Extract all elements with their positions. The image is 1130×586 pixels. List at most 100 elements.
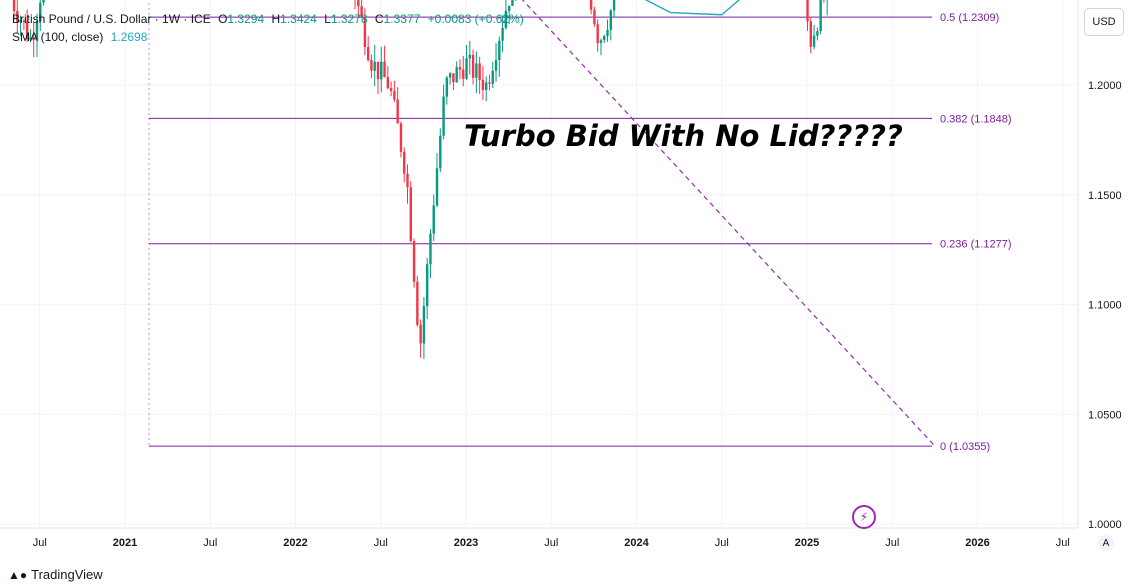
candle-body <box>366 47 370 61</box>
candle-body <box>406 173 409 188</box>
price-tick-label: 1.1500 <box>1088 190 1122 202</box>
candle-body <box>471 54 475 78</box>
candle-body <box>403 151 406 174</box>
price-tick-label: 1.0000 <box>1088 519 1122 531</box>
candle-body <box>432 205 435 234</box>
price-tick-label: 1.0500 <box>1088 409 1122 421</box>
time-tick-label: 2025 <box>795 537 819 549</box>
price-axis[interactable]: 1.40001.35001.30001.25001.20001.15001.10… <box>1077 0 1122 531</box>
candle-body <box>452 73 455 83</box>
high-label: H <box>271 12 281 26</box>
candle-body <box>357 0 360 7</box>
candle-body <box>39 2 42 22</box>
open-label: O <box>218 12 228 26</box>
candle-body <box>593 9 596 25</box>
fib-level-label: 0.382 (1.1848) <box>940 113 1012 125</box>
candle-body <box>439 135 442 169</box>
candle-body <box>812 35 816 47</box>
candle-body <box>25 21 29 40</box>
high-value: 1.3424 <box>280 12 317 26</box>
low-value: 1.3278 <box>330 12 368 26</box>
time-tick-label: Jul <box>715 537 729 549</box>
time-tick-label: Jul <box>885 537 899 549</box>
candle-body <box>442 96 445 136</box>
candle-body <box>589 0 593 10</box>
time-tick-label: 2026 <box>965 537 989 549</box>
candle-body <box>409 187 412 242</box>
time-tick-label: Jul <box>374 537 388 549</box>
candle-body <box>455 67 458 83</box>
candle-body <box>16 10 19 23</box>
fib-level-label: 0 (1.0355) <box>940 441 990 453</box>
candle-body <box>468 54 472 59</box>
brand-logo[interactable]: ▲● TradingView <box>8 567 103 582</box>
low-label: L <box>324 12 331 26</box>
candle-body <box>393 91 396 100</box>
time-tick-label: 2022 <box>283 537 307 549</box>
symbol-header: British Pound / U.S. Dollar · 1W · ICE O… <box>12 12 528 26</box>
time-tick-label: 2024 <box>624 537 649 549</box>
chart-annotation[interactable]: Turbo Bid With No Lid????? <box>464 119 903 153</box>
candle-body <box>396 99 399 124</box>
candle-body <box>488 82 491 84</box>
time-tick-label: 2021 <box>113 537 137 549</box>
time-tick-label: Jul <box>544 537 558 549</box>
candle-body <box>445 77 449 97</box>
candle-body <box>809 21 813 47</box>
candle-body <box>816 31 819 36</box>
time-tick-label: Jul <box>33 537 47 549</box>
candle-body <box>35 21 39 41</box>
candle-body <box>429 233 432 265</box>
candle-body <box>22 20 26 22</box>
change-value: +0.0083 (+0.62%) <box>427 12 524 26</box>
candle-body <box>386 77 390 89</box>
candle-body <box>603 36 606 41</box>
candle-body <box>504 10 508 28</box>
candle-body <box>599 40 603 44</box>
candle-body <box>42 0 45 3</box>
candle-body <box>373 61 376 71</box>
fib-level-label: 0.5 (1.2309) <box>940 12 999 24</box>
candle-body <box>465 58 468 79</box>
candle-body <box>12 0 16 11</box>
brand-name: TradingView <box>31 567 103 582</box>
candle-body <box>435 168 439 206</box>
candle-body <box>806 0 809 22</box>
candle-body <box>606 29 609 37</box>
sma-value: 1.2698 <box>110 30 148 44</box>
candle-body <box>416 281 419 325</box>
candle-body <box>32 37 35 41</box>
candle-body <box>494 60 498 71</box>
currency-button[interactable]: USD <box>1084 8 1124 36</box>
candle-body <box>448 73 452 78</box>
candle-body <box>422 306 426 344</box>
candle-body <box>360 6 363 17</box>
candle-body <box>462 69 465 79</box>
time-tick-label: 2023 <box>454 537 478 549</box>
candle-body <box>376 61 380 80</box>
auto-scale-button[interactable]: A <box>1098 535 1114 551</box>
candle-body <box>478 63 481 80</box>
candle-body <box>399 123 403 152</box>
price-tick-label: 1.1000 <box>1088 300 1122 312</box>
candle-body <box>498 40 501 61</box>
trend-line[interactable] <box>142 0 936 447</box>
candle-body <box>383 61 386 78</box>
candles <box>12 0 828 360</box>
close-value: 1.3377 <box>383 12 421 26</box>
fib-retracement[interactable]: 1 (1.4264)0.786 (1.3427)0.618 (1.2770)0.… <box>148 0 1012 453</box>
fib-level-label: 0.236 (1.1277) <box>940 239 1012 251</box>
candle-body <box>389 88 393 92</box>
close-label: C <box>374 12 384 26</box>
candle-body <box>501 27 504 41</box>
candle-body <box>419 324 422 344</box>
time-axis[interactable]: Jul 2021 Jul 2022 Jul 2023 Jul 2024 Jul 2025 Jul 20… <box>33 537 1070 549</box>
open-value: 1.3294 <box>227 12 265 26</box>
candle-body <box>819 0 822 32</box>
sma-legend[interactable]: SMA (100, close) 1.2698 <box>12 30 151 44</box>
lightning-icon[interactable]: ⚡ <box>852 505 876 529</box>
symbol-title[interactable]: British Pound / U.S. Dollar · 1W · ICE <box>12 12 211 26</box>
candle-body <box>511 0 514 6</box>
candle-body <box>412 241 416 282</box>
